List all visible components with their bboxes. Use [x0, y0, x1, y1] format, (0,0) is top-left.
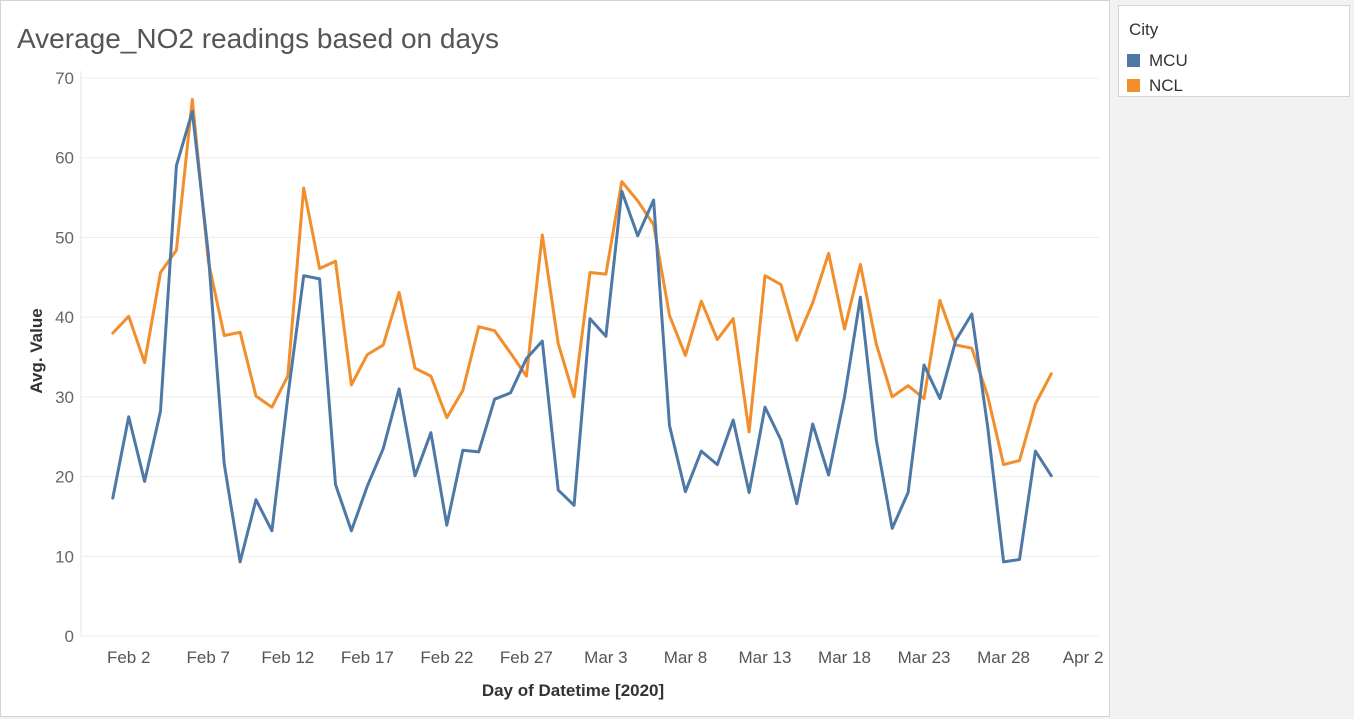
- x-tick-label: Feb 22: [420, 648, 473, 667]
- legend-item-ncl[interactable]: NCL: [1127, 76, 1347, 96]
- y-tick-label: 10: [55, 547, 74, 566]
- x-tick-label: Mar 13: [739, 648, 792, 667]
- x-tick-label: Feb 27: [500, 648, 553, 667]
- x-tick-label: Mar 8: [664, 648, 707, 667]
- legend-swatch: [1127, 54, 1140, 67]
- line-chart: 0 10 20 30 40 50 60 70 Feb 2 Feb 7 Feb 12 Feb 17 Feb…: [27, 69, 1104, 700]
- series-line-mcu: [111, 110, 1053, 564]
- y-tick-label: 20: [55, 468, 74, 487]
- legend-item-mcu[interactable]: MCU: [1127, 51, 1347, 71]
- series-line-ncl: [111, 98, 1053, 467]
- x-tick-label: Mar 23: [898, 648, 951, 667]
- x-tick-label: Feb 7: [187, 648, 230, 667]
- x-tick-label: Apr 2: [1063, 648, 1104, 667]
- y-tick-label: 30: [55, 388, 74, 407]
- x-tick-label: Mar 28: [977, 648, 1030, 667]
- y-tick-label: 40: [55, 308, 74, 327]
- chart-pane: Average_NO2 readings based on days 0 10 20…: [0, 0, 1110, 717]
- legend-swatch: [1127, 79, 1140, 92]
- x-tick-label: Feb 17: [341, 648, 394, 667]
- y-tick-label: 50: [55, 228, 74, 247]
- y-axis-title: Avg. Value: [27, 308, 46, 393]
- legend-title: City: [1129, 20, 1159, 39]
- x-axis-title: Day of Datetime [2020]: [482, 681, 664, 700]
- x-tick-label: Feb 2: [107, 648, 150, 667]
- legend-label: NCL: [1149, 76, 1184, 95]
- chart-title: Average_NO2 readings based on days: [17, 23, 500, 54]
- y-tick-label: 70: [55, 69, 74, 88]
- y-tick-label: 0: [65, 627, 74, 646]
- y-tick-label: 60: [55, 149, 74, 168]
- x-tick-label: Mar 3: [584, 648, 627, 667]
- x-tick-label: Feb 12: [261, 648, 314, 667]
- legend: City MCU NCL: [1118, 5, 1350, 97]
- legend-label: MCU: [1149, 51, 1188, 70]
- x-tick-label: Mar 18: [818, 648, 871, 667]
